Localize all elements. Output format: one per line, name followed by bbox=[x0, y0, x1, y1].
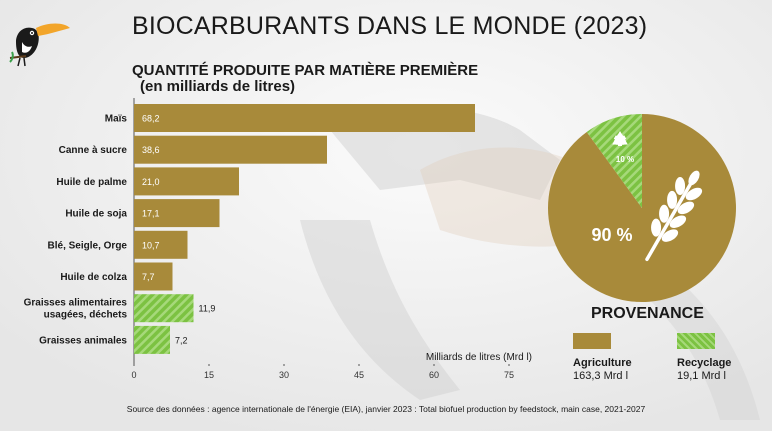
pie-label-recycling: 10 % bbox=[616, 155, 634, 164]
recycle-icon bbox=[612, 131, 628, 146]
x-tick-label-4: 60 bbox=[429, 370, 439, 380]
category-label-6: Graisses alimentaires usagées, déchets bbox=[24, 298, 128, 321]
category-label-2: Huile de palme bbox=[56, 177, 127, 188]
legend-swatch-recycling bbox=[677, 333, 715, 349]
toucan-icon bbox=[9, 23, 70, 67]
bar-2 bbox=[134, 167, 239, 196]
x-tick-label-1: 15 bbox=[204, 370, 214, 380]
category-label-0: Maïs bbox=[105, 114, 128, 125]
category-label-3: Huile de soja bbox=[65, 209, 127, 220]
chart-subtitle: QUANTITÉ PRODUITE PAR MATIÈRE PREMIÈRE bbox=[132, 62, 479, 79]
bar-6 bbox=[134, 294, 194, 323]
category-label-4: Blé, Seigle, Orge bbox=[48, 240, 128, 251]
chart-subtitle-unit: (en milliards de litres) bbox=[140, 78, 296, 95]
x-tick-label-0: 0 bbox=[131, 370, 136, 380]
x-tick-label-5: 75 bbox=[504, 370, 514, 380]
value-label-7: 7,2 bbox=[175, 335, 188, 345]
bar-4 bbox=[134, 230, 188, 259]
category-label-7: Graisses animales bbox=[39, 335, 127, 346]
source-note: Source des données : agence internationa… bbox=[126, 404, 646, 414]
legend-label-agriculture: Agriculture bbox=[573, 357, 632, 369]
legend-value-agriculture: 163,3 Mrd l bbox=[573, 370, 629, 382]
value-label-2: 21,0 bbox=[142, 177, 160, 187]
value-label-3: 17,1 bbox=[142, 209, 160, 219]
chart-title: BIOCARBURANTS DANS LE MONDE (2023) bbox=[132, 12, 648, 40]
x-tick-label-2: 30 bbox=[279, 370, 289, 380]
legend-title: PROVENANCE bbox=[591, 305, 704, 322]
legend-label-recycling: Recyclage bbox=[677, 357, 732, 369]
bar-5 bbox=[134, 262, 173, 291]
bar-3 bbox=[134, 199, 220, 228]
x-tick-label-3: 45 bbox=[354, 370, 364, 380]
legend-swatch-agriculture bbox=[573, 333, 611, 349]
bar-7 bbox=[134, 325, 170, 354]
category-label-1: Canne à sucre bbox=[59, 145, 128, 156]
wheat-icon bbox=[645, 170, 703, 262]
pie-slice-agriculture bbox=[547, 114, 736, 303]
value-label-1: 38,6 bbox=[142, 145, 160, 155]
category-label-5: Huile de colza bbox=[60, 272, 127, 283]
value-label-4: 10,7 bbox=[142, 240, 160, 250]
pie-slice-recycling bbox=[586, 114, 642, 208]
value-label-5: 7,7 bbox=[142, 272, 155, 282]
value-label-6: 11,9 bbox=[199, 304, 216, 314]
bar-0 bbox=[134, 104, 475, 132]
legend-value-recycling: 19,1 Mrd l bbox=[677, 370, 726, 382]
x-axis-label: Milliards de litres (Mrd l) bbox=[426, 352, 532, 363]
pie-label-agriculture: 90 % bbox=[591, 225, 632, 245]
value-label-0: 68,2 bbox=[142, 114, 160, 124]
bar-1 bbox=[134, 135, 327, 164]
